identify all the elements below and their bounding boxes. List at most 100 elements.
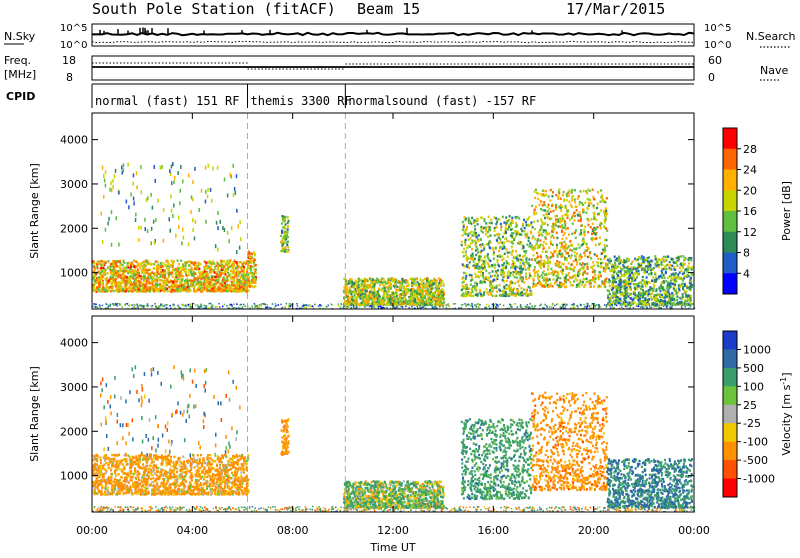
rti-cell [462, 292, 464, 294]
rti-cell [548, 246, 550, 248]
rti-cell [588, 204, 590, 206]
rti-cell [527, 268, 529, 270]
rti-cell [108, 279, 110, 281]
rti-cell [515, 217, 517, 219]
rti-cell [518, 285, 520, 287]
rti-cell [468, 287, 470, 289]
rti-cell [569, 219, 571, 221]
rti-cell [201, 189, 203, 193]
rti-cell [484, 255, 486, 257]
rti-cell [530, 291, 532, 293]
rti-cell [498, 289, 500, 291]
rti-cell [577, 272, 579, 274]
rti-cell [555, 194, 557, 196]
rti-cell [475, 287, 477, 289]
rti-cell [563, 304, 565, 306]
rti-cell [529, 306, 531, 308]
rti-cell [284, 218, 286, 220]
rti-cell [594, 253, 596, 255]
rti-cell [523, 230, 525, 232]
rti-cell [210, 307, 212, 309]
rti-cell [586, 307, 588, 309]
rti-cell [213, 262, 215, 264]
rti-cell [227, 262, 229, 264]
rti-cell [520, 228, 522, 230]
rti-cell [574, 232, 576, 234]
rti-cell [606, 197, 608, 199]
rti-cell [600, 189, 602, 191]
rti-cell [165, 265, 167, 267]
rti-cell [164, 277, 166, 279]
rti-cell [610, 307, 612, 309]
rti-cell [222, 279, 224, 281]
rti-cell [383, 295, 385, 297]
rti-cell [173, 180, 175, 184]
rti-cell [112, 260, 114, 262]
rti-cell [194, 236, 196, 240]
rti-cell [141, 282, 143, 284]
rti-cell [576, 284, 578, 286]
rti-cell [141, 288, 143, 290]
rti-cell [526, 233, 528, 235]
rti-cell [515, 222, 517, 224]
rti-cell [507, 273, 509, 275]
rti-cell [96, 286, 98, 288]
rti-cell [583, 229, 585, 231]
rti-cell [115, 289, 117, 291]
rti-cell [143, 265, 145, 267]
rti-cell [499, 304, 501, 306]
rti-cell [528, 237, 530, 239]
rti-cell [393, 280, 395, 282]
rti-cell [375, 293, 377, 295]
rti-cell [123, 168, 125, 172]
rti-cell [168, 276, 170, 278]
rti-cell [369, 278, 371, 280]
rti-cell [565, 237, 567, 239]
rti-cell [362, 280, 364, 282]
rti-cell [223, 276, 225, 278]
rti-cell [154, 280, 156, 282]
rti-cell [601, 283, 603, 285]
rti-cell [255, 272, 257, 274]
nsearch-label: N.Search [746, 30, 796, 43]
rti-cell [484, 281, 486, 283]
rti-cell [471, 303, 473, 305]
rti-cell [526, 278, 528, 280]
rti-cell [318, 305, 320, 307]
rti-cell [532, 278, 534, 280]
rti-cell [248, 283, 250, 285]
rti-cell [556, 304, 558, 306]
rti-cell [501, 264, 503, 266]
rti-cell [290, 306, 292, 308]
rti-cell [566, 304, 568, 306]
rti-cell [239, 220, 241, 224]
rti-cell [121, 306, 123, 308]
rti-cell [584, 202, 586, 204]
rti-cell [407, 300, 409, 302]
rti-cell [287, 222, 289, 224]
rti-cell [478, 234, 480, 236]
rti-cell [192, 218, 194, 222]
rti-cell [236, 303, 238, 305]
rti-cell [124, 270, 126, 272]
rti-cell [442, 289, 444, 291]
rti-cell [416, 292, 418, 294]
rti-cell [201, 288, 203, 290]
rti-cell [527, 304, 529, 306]
rti-cell [331, 304, 333, 306]
rti-cell [437, 302, 439, 304]
nsky-trace [92, 27, 694, 42]
rti-cell [101, 212, 103, 216]
rti-cell [477, 275, 479, 277]
rti-cell [574, 201, 576, 203]
rti-cell [498, 233, 500, 235]
rti-cell [254, 281, 256, 283]
rti-cell [180, 189, 182, 193]
rti-cell [424, 278, 426, 280]
rti-cell [357, 281, 359, 283]
rti-cell [462, 221, 464, 223]
rti-cell [198, 268, 200, 270]
rti-cell [97, 261, 99, 263]
rti-cell [230, 270, 232, 272]
rti-cell [215, 276, 217, 278]
